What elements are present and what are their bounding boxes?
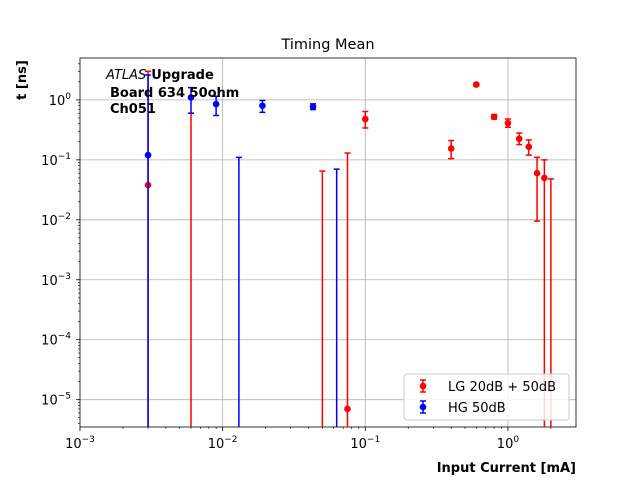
data-point	[259, 102, 266, 110]
x-axis-label: Input Current [mA]	[437, 461, 576, 476]
y-tick-label: 100	[49, 92, 72, 109]
series-hg	[144, 74, 340, 427]
legend-label-lg: LG 20dB + 50dB	[448, 380, 556, 395]
data-point	[447, 145, 455, 152]
data-point	[212, 100, 220, 108]
y-tick-label: 10−3	[41, 272, 71, 289]
axis-ticks: 10−3 10−2 10−1 100 10−5 10−4 10−3 10−2 10−1 100	[41, 63, 552, 452]
data-point	[344, 405, 351, 413]
data-point	[472, 81, 480, 88]
legend-marker-hg	[419, 400, 427, 414]
data-point	[490, 113, 498, 121]
atlas-annotation: ATLAS Upgrade Board 634 50ohm Ch051	[105, 68, 239, 117]
legend-label-hg: HG 50dB	[448, 401, 506, 416]
x-tick-label: 100	[497, 435, 520, 452]
data-series	[144, 70, 554, 427]
data-point	[187, 94, 195, 101]
annotation-board: Board 634 50ohm	[110, 86, 239, 101]
data-point	[533, 169, 541, 177]
data-point	[144, 151, 152, 159]
data-point	[515, 135, 523, 143]
legend-marker-lg	[419, 379, 427, 393]
x-tick-label: 10−1	[350, 435, 380, 452]
y-tick-label: 10−1	[41, 152, 71, 169]
x-tick-label: 10−2	[208, 435, 238, 452]
annotation-upgrade: Upgrade	[151, 68, 214, 83]
legend: LG 20dB + 50dB HG 50dB	[403, 373, 570, 421]
data-point	[361, 115, 369, 123]
plot-frame	[79, 57, 577, 428]
annotation-channel: Ch051	[110, 102, 156, 117]
data-point	[541, 174, 548, 182]
data-point	[525, 143, 533, 151]
y-tick-label: 10−5	[41, 392, 71, 409]
chart-title: Timing Mean	[280, 37, 374, 53]
x-tick-label: 10−3	[65, 435, 95, 452]
annotation-line-1: ATLAS Upgrade	[105, 68, 214, 83]
data-point	[504, 119, 512, 127]
y-axis-label: t [ns]	[15, 60, 30, 100]
y-tick-label: 10−4	[41, 332, 71, 349]
annotation-atlas: ATLAS	[105, 68, 146, 83]
data-point	[309, 103, 317, 111]
y-tick-label: 10−2	[41, 212, 71, 229]
legend-box	[403, 373, 570, 421]
